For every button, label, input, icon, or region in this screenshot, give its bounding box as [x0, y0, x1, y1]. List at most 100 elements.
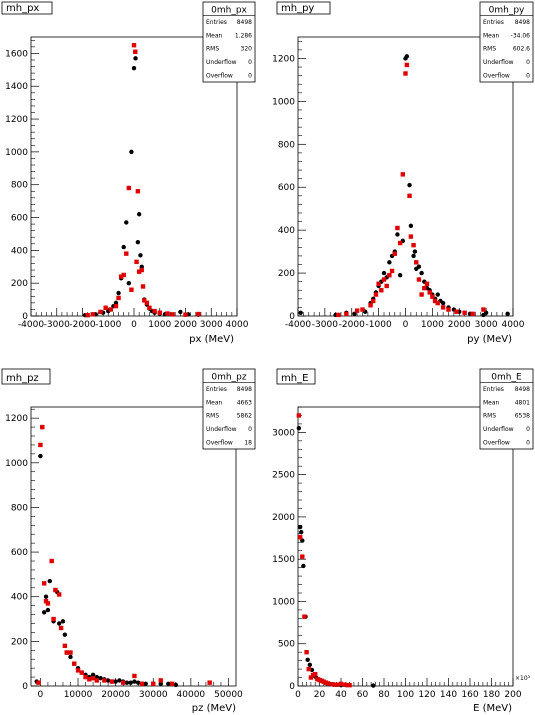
data-point [330, 682, 335, 687]
data-point [117, 678, 122, 683]
y-tick-label: 0 [22, 312, 28, 322]
stats-value: 0 [248, 72, 252, 79]
data-point [300, 554, 305, 559]
data-point [403, 71, 408, 76]
data-point [109, 679, 115, 684]
x-tick-label: 2000 [448, 320, 471, 330]
data-point [135, 239, 141, 245]
stats-label: Overflow [483, 72, 510, 79]
data-point [395, 232, 400, 237]
data-point [376, 281, 381, 287]
data-point [166, 681, 171, 686]
data-point [136, 269, 142, 274]
x-axis-label: px (MeV) [189, 334, 234, 345]
data-point [124, 251, 129, 256]
stats-label: RMS [483, 413, 496, 420]
stats-value: 0 [526, 439, 530, 446]
data-point [381, 277, 387, 282]
data-point [408, 223, 414, 229]
data-point [325, 681, 331, 686]
data-point [297, 524, 303, 530]
x-tick-label: 20 [314, 690, 326, 700]
data-point [373, 292, 379, 297]
data-point [90, 312, 95, 317]
stats-value: -34.06 [511, 32, 531, 39]
stats-value: 5862 [237, 413, 252, 420]
data-point [108, 307, 114, 312]
data-point [207, 680, 212, 685]
data-point [98, 675, 103, 681]
data-point [427, 290, 432, 295]
data-point [407, 182, 412, 188]
stats-value: 1.286 [235, 32, 252, 39]
data-point [408, 234, 414, 239]
series-black [34, 424, 179, 688]
x-tick-label: 0 [403, 320, 409, 330]
x-axis-label: E (MeV) [473, 703, 512, 714]
x-tick-label: 120 [418, 690, 435, 700]
stats-label: Mean [206, 32, 223, 39]
x-tick-label: 40000 [177, 690, 206, 700]
stats-value: 0 [526, 59, 530, 66]
data-point [83, 674, 88, 680]
data-point [45, 607, 51, 613]
data-point [414, 260, 419, 265]
data-point [113, 679, 118, 684]
stats-box: 0mh_py Entries 8498 Mean -34.06 RMS 602.6 Under… [479, 1, 534, 83]
y-tick-label: 1000 [5, 148, 28, 158]
y-tick-label: 1200 [5, 115, 28, 125]
x-tick-label: 3000 [475, 320, 498, 330]
data-point [368, 303, 373, 308]
y-tick-label: 400 [278, 226, 295, 236]
data-point [454, 309, 459, 314]
series-black [298, 54, 510, 318]
data-point [178, 309, 183, 315]
data-point [38, 453, 43, 459]
stats-label: Mean [483, 32, 500, 39]
data-point [343, 682, 348, 687]
y-tick-label: 800 [11, 181, 28, 191]
data-point [49, 558, 54, 564]
data-point [296, 425, 302, 431]
x-tick-label: -4000 [285, 320, 311, 330]
data-point [129, 287, 134, 292]
data-point [173, 682, 179, 688]
stats-label: Overflow [206, 72, 233, 79]
data-point [121, 244, 126, 250]
data-point [90, 675, 96, 681]
data-point [470, 311, 475, 317]
data-point [298, 310, 303, 315]
stats-value: 0 [526, 426, 530, 433]
data-point [144, 300, 150, 306]
data-point [105, 678, 111, 683]
data-point [124, 680, 130, 685]
data-point [142, 298, 147, 303]
data-point [411, 242, 416, 248]
x-tick-label: -2000 [339, 320, 365, 330]
data-point [432, 298, 438, 304]
y-tick-label: 1000 [272, 97, 295, 107]
y-tick-label: 2500 [272, 471, 295, 481]
y-tick-label: 1000 [272, 597, 295, 607]
data-point [57, 592, 62, 597]
data-point [126, 280, 132, 286]
stats-value: 602.6 [513, 46, 530, 53]
data-point [41, 610, 47, 615]
x-tick-label: 100 [397, 690, 414, 700]
data-point [120, 680, 126, 685]
y-tick-label: 1200 [272, 54, 295, 64]
x-tick-label: 10000 [64, 690, 93, 700]
title-box [276, 368, 316, 385]
data-point [53, 587, 58, 593]
chart-py: -4000 -3000 -2000 -1000 0 1000 2000 3000 4000020… [272, 1, 534, 345]
stats-value: 8498 [515, 386, 530, 393]
stats-label: Underflow [483, 426, 514, 433]
stats-name: 0mh_py [489, 5, 525, 15]
data-point [397, 240, 403, 246]
data-point [41, 581, 47, 586]
data-point [43, 594, 49, 599]
chart-pz: 0 10000 20000 30000 40000 5000002004006008001… [1, 368, 256, 714]
data-point [118, 274, 124, 279]
data-point [169, 681, 175, 686]
x-tick-label: 0 [131, 320, 137, 330]
